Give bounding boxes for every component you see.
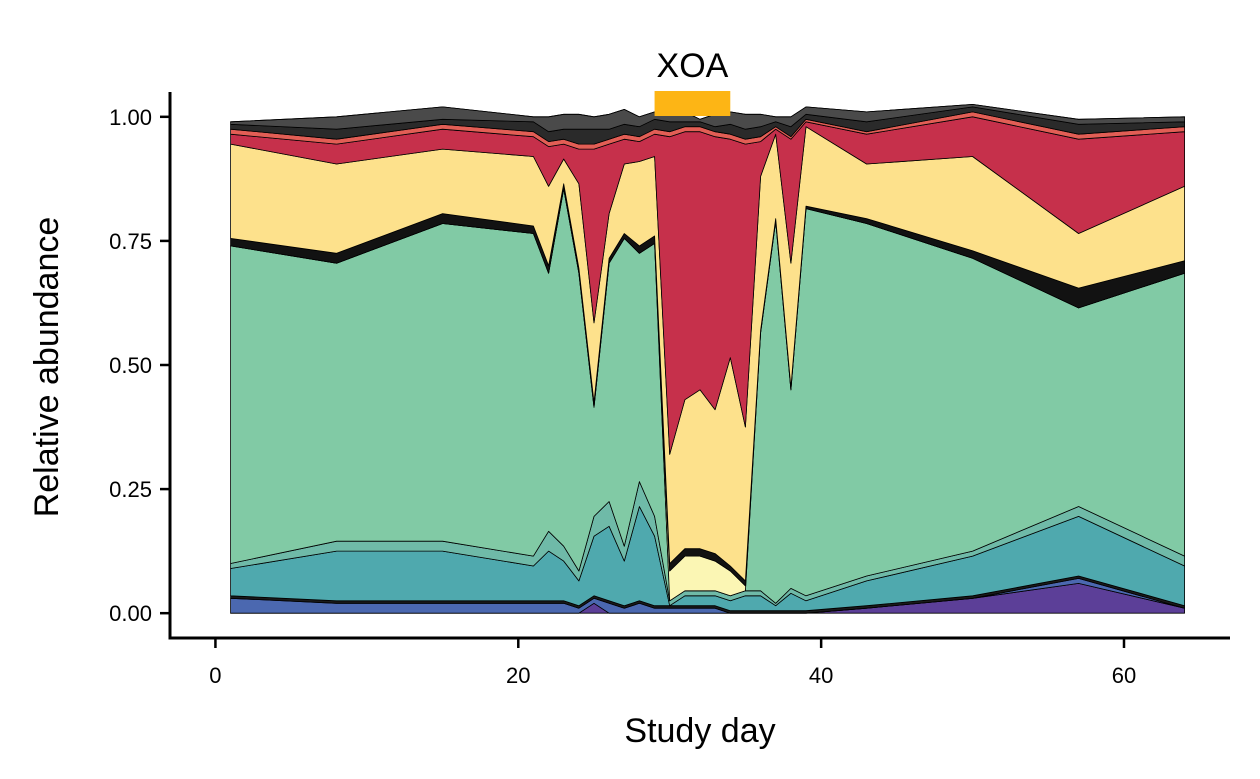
treatment-bar (654, 91, 731, 116)
treatment-label: XOA (657, 47, 729, 85)
area-layer-14 (230, 104, 1185, 123)
y-tick-label: 0.25 (109, 477, 152, 502)
x-tick-label: 60 (1112, 663, 1136, 688)
x-tick-label: 40 (809, 663, 833, 688)
y-tick-label: 1.00 (109, 105, 152, 130)
y-axis-title: Relative abundance (28, 217, 66, 518)
y-ticks: 0.00 0.25 0.50 0.75 1.00 (109, 105, 170, 626)
y-tick-label: 0.00 (109, 601, 152, 626)
y-tick-label: 0.50 (109, 353, 152, 378)
x-ticks: 0 20 40 60 (209, 638, 1136, 688)
area-layers (230, 104, 1185, 614)
x-tick-label: 0 (209, 663, 221, 688)
axes: 0.00 0.25 0.50 0.75 1.00 0 20 40 60 (109, 92, 1230, 688)
y-tick-label: 0.75 (109, 229, 152, 254)
x-axis-title: Study day (624, 712, 775, 750)
treatment-annotation: XOA (654, 47, 731, 116)
x-tick-label: 20 (506, 663, 530, 688)
